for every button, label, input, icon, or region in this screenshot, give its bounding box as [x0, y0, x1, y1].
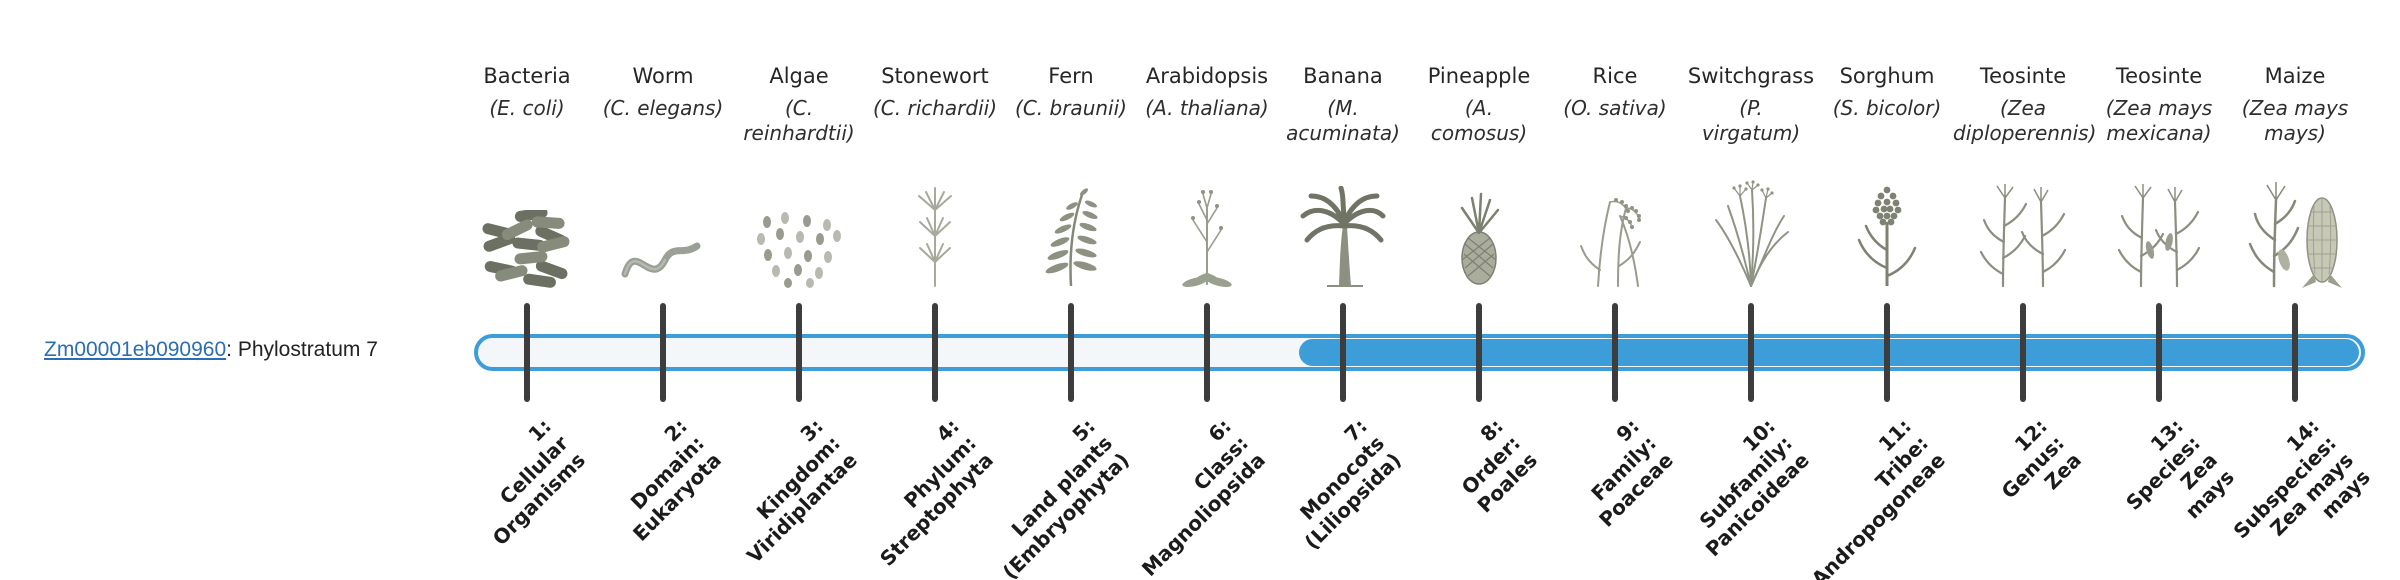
organism-scientific-name: (E. coli): [489, 96, 565, 120]
maize-icon: [2225, 156, 2365, 288]
organism-scientific-name: (A. comosus): [1430, 96, 1528, 146]
organism-common-name: Teosinte: [1979, 64, 2067, 88]
tick-13: [2156, 303, 2162, 402]
tick-5: [1068, 303, 1074, 402]
arabidopsis-icon: [1137, 156, 1277, 288]
gene-label: Zm00001eb090960: Phylostratum 7: [44, 338, 378, 362]
tick-11: [1884, 303, 1890, 402]
algae-icon: [729, 156, 869, 288]
organism-common-name: Maize: [2264, 64, 2326, 88]
organism-column-banana: Banana (M. acuminata): [1273, 64, 1413, 288]
organism-column-rice: Rice (O. sativa): [1545, 64, 1685, 288]
organism-column-arabidopsis: Arabidopsis (A. thaliana): [1137, 64, 1277, 288]
pineapple-icon: [1409, 156, 1549, 288]
organism-column-bacteria: Bacteria (E. coli): [457, 64, 597, 288]
organism-scientific-name: (Zea mays mays): [2241, 96, 2349, 146]
organism-common-name: Banana: [1303, 64, 1383, 88]
tick-8: [1476, 303, 1482, 402]
switchgrass-icon: [1681, 156, 1821, 288]
tick-12: [2020, 303, 2026, 402]
sorghum-icon: [1817, 156, 1957, 288]
tick-1: [524, 303, 530, 402]
tick-9: [1612, 303, 1618, 402]
organism-scientific-name: (C. richardii): [872, 96, 998, 120]
organism-scientific-name: (S. bicolor): [1832, 96, 1942, 120]
phylostratum-track-fill: [1299, 339, 2359, 366]
banana-icon: [1273, 156, 1413, 288]
tick-4: [932, 303, 938, 402]
organism-common-name: Bacteria: [483, 64, 571, 88]
organism-scientific-name: (M. acuminata): [1286, 96, 1400, 146]
worm-icon: [593, 156, 733, 288]
organism-column-algae: Algae (C. reinhardtii): [729, 64, 869, 288]
organism-common-name: Rice: [1592, 64, 1638, 88]
organism-scientific-name: (P. virgatum): [1701, 96, 1801, 146]
organism-common-name: Arabidopsis: [1145, 64, 1269, 88]
organism-scientific-name: (Zea diploperennis): [1953, 96, 2097, 146]
organism-scientific-name: (C. reinhardtii): [743, 96, 855, 146]
organism-scientific-name: (C. elegans): [602, 96, 724, 120]
organism-common-name: Teosinte: [2115, 64, 2203, 88]
fern-icon: [1001, 156, 1141, 288]
bacteria-icon: [457, 156, 597, 288]
tick-2: [660, 303, 666, 402]
teosinte-diploperennis-icon: [1953, 156, 2093, 288]
rice-icon: [1545, 156, 1685, 288]
tick-10: [1748, 303, 1754, 402]
organism-column-stonewort: Stonewort (C. richardii): [865, 64, 1005, 288]
organism-common-name: Switchgrass: [1687, 64, 1815, 88]
organism-scientific-name: (C. braunii): [1015, 96, 1127, 120]
organism-scientific-name: (O. sativa): [1563, 96, 1667, 120]
organism-column-worm: Worm (C. elegans): [593, 64, 733, 288]
tick-7: [1340, 303, 1346, 402]
phylostratum-track: [474, 334, 2365, 371]
organism-common-name: Stonewort: [881, 64, 989, 88]
organism-common-name: Sorghum: [1839, 64, 1935, 88]
organism-column-maize: Maize (Zea mays mays): [2225, 64, 2365, 288]
organism-common-name: Algae: [769, 64, 829, 88]
organism-scientific-name: (A. thaliana): [1145, 96, 1269, 120]
organism-column-teosinte-diploperennis: Teosinte (Zea diploperennis): [1953, 64, 2097, 288]
organism-common-name: Fern: [1048, 64, 1094, 88]
stonewort-icon: [865, 156, 1005, 288]
organism-column-teosinte-mexicana: Teosinte (Zea mays mexicana): [2089, 64, 2229, 288]
organism-common-name: Worm: [632, 64, 694, 88]
organism-column-fern: Fern (C. braunii): [1001, 64, 1141, 288]
teosinte-mexicana-icon: [2089, 156, 2229, 288]
tick-3: [796, 303, 802, 402]
gene-phylostratum-text: : Phylostratum 7: [226, 338, 378, 361]
organism-column-switchgrass: Switchgrass (P. virgatum): [1681, 64, 1821, 288]
tick-6: [1204, 303, 1210, 402]
organism-common-name: Pineapple: [1427, 64, 1531, 88]
gene-link[interactable]: Zm00001eb090960: [44, 338, 227, 361]
tick-14: [2292, 303, 2298, 402]
organism-column-pineapple: Pineapple (A. comosus): [1409, 64, 1549, 288]
organism-column-sorghum: Sorghum (S. bicolor): [1817, 64, 1957, 288]
organism-scientific-name: (Zea mays mexicana): [2105, 96, 2213, 146]
